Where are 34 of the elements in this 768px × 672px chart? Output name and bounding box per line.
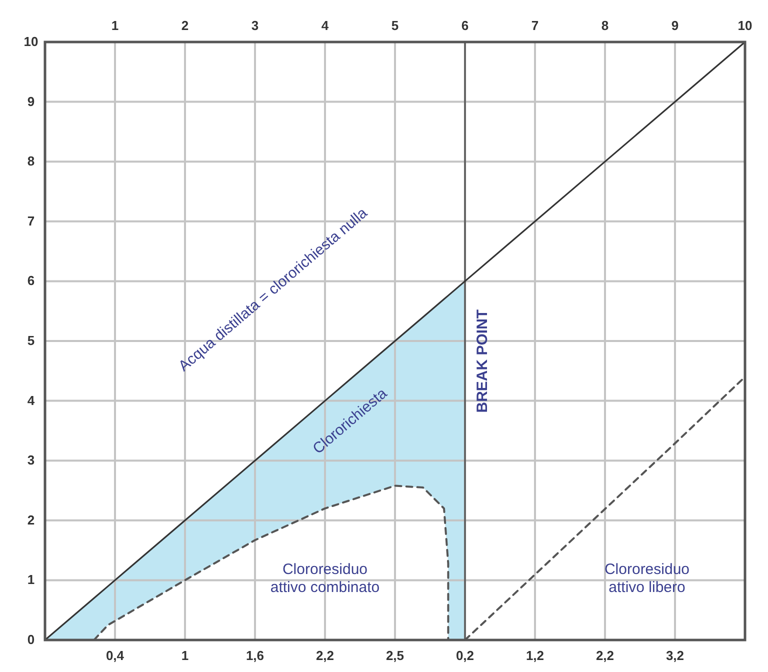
text: Clororesiduo attivo libero: [604, 561, 690, 596]
line-series: [44, 41, 746, 641]
y-tick-label: 4: [27, 392, 36, 408]
x-tick-label: 3: [251, 18, 259, 33]
text: 3,2: [666, 648, 684, 663]
x-tick-label: 8: [601, 18, 609, 33]
x-tick-label: 9: [671, 18, 679, 33]
x-tick-label: 1: [111, 18, 119, 33]
text: 2,5: [386, 648, 404, 663]
series-label: Clororesiduo attivo combinato: [270, 561, 380, 596]
x-tick-label: 10: [738, 18, 752, 33]
y-tick-label: 8: [27, 154, 35, 169]
text: 2,2: [596, 648, 614, 663]
y-tick-label: 5: [27, 333, 35, 348]
y-tick-label: 10: [24, 34, 38, 49]
y-tick-label: 3: [27, 452, 35, 468]
y-tick-label: 0: [27, 632, 35, 647]
text: 0,4: [106, 648, 125, 663]
x-tick-label: 7: [531, 18, 539, 33]
x-tick-label: 4: [321, 18, 330, 33]
y-tick-label: 6: [27, 273, 35, 288]
text: 1,6: [246, 648, 264, 663]
text: 1,2: [526, 648, 544, 663]
y-tick-label: 2: [27, 512, 35, 528]
x-tick-label: 2: [181, 18, 189, 33]
text: 0,2: [456, 648, 474, 663]
y-tick-label: 9: [27, 94, 35, 109]
y-tick-label: 1: [27, 572, 35, 588]
x-tick-label: 6: [461, 18, 469, 33]
x-tick-label: 5: [391, 18, 399, 33]
text: 2,2: [316, 648, 334, 663]
y-tick-label: 7: [27, 213, 35, 228]
ref-line-label: BREAK POINT: [474, 309, 491, 413]
text: 1: [181, 648, 189, 663]
